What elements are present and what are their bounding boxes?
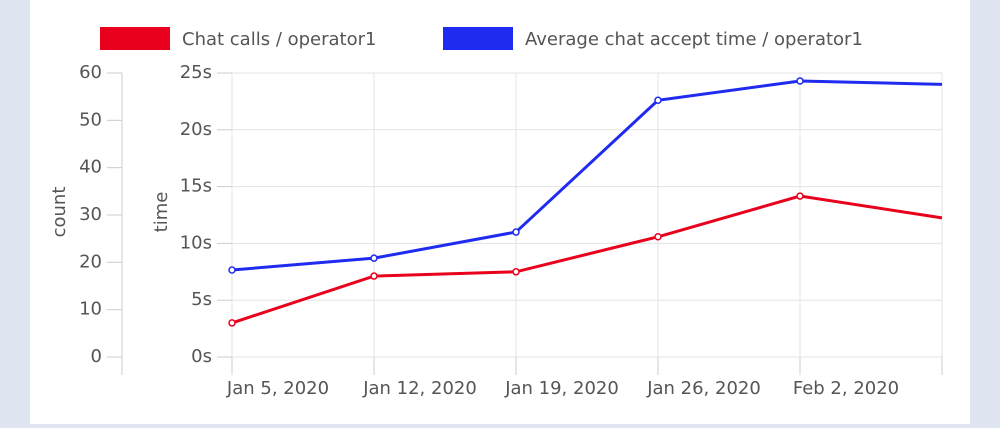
line	[231, 79, 943, 272]
point	[654, 96, 662, 105]
x-tick-label: Jan 12, 2020	[362, 378, 477, 399]
y2-axis-title: time	[151, 192, 172, 233]
y-tick-label: 20	[79, 251, 102, 272]
panel	[30, 0, 970, 424]
point	[654, 233, 662, 241]
y-tick-label: 40	[79, 157, 102, 178]
x-tick-label: Feb 2, 2020	[793, 378, 899, 399]
y2-tick-label: 20s	[180, 119, 212, 140]
point	[796, 192, 804, 200]
line	[231, 194, 943, 325]
legend-swatch[interactable]	[100, 27, 170, 50]
point	[370, 254, 378, 262]
y2-tick-label: 5s	[191, 289, 212, 310]
point	[512, 268, 520, 276]
x-tick-label: Jan 5, 2020	[226, 378, 329, 399]
legend-label[interactable]: Average chat accept time / operator1	[525, 29, 863, 50]
y-axis-title: count	[49, 187, 70, 238]
legend-label[interactable]: Chat calls / operator1	[182, 29, 376, 50]
y2-tick-label: 0s	[191, 346, 212, 367]
y2-tick-label: 25s	[180, 62, 212, 83]
y2-tick-label: 15s	[180, 176, 212, 197]
x-tick-label: Jan 19, 2020	[504, 378, 619, 399]
y-tick-label: 0	[91, 346, 102, 367]
point	[512, 228, 520, 236]
point	[796, 77, 804, 85]
y-tick-label: 50	[79, 109, 102, 130]
legend-swatch[interactable]	[443, 27, 513, 50]
x-tick-label: Jan 26, 2020	[646, 378, 761, 399]
point	[228, 266, 236, 274]
point	[228, 319, 236, 327]
y-tick-label: 30	[79, 204, 102, 225]
point	[370, 272, 378, 280]
y2-tick-label: 10s	[180, 232, 212, 253]
y-tick-label: 10	[79, 299, 102, 320]
y-tick-label: 60	[79, 62, 102, 83]
